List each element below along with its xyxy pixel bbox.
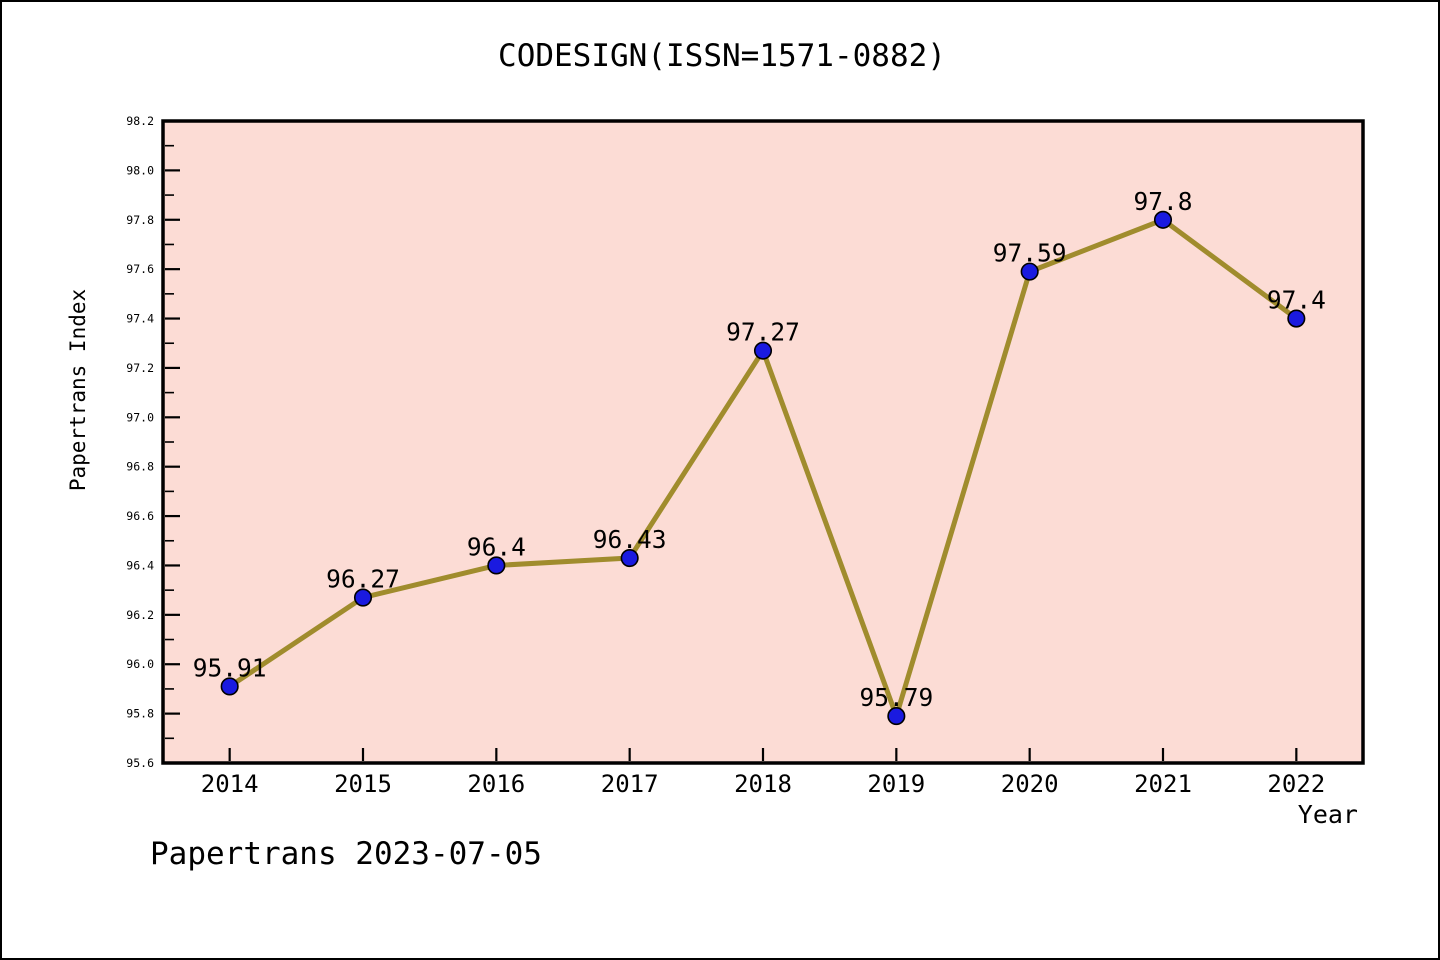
y-tick-label: 95.6 — [126, 756, 154, 770]
data-point — [620, 549, 639, 568]
data-point — [220, 677, 239, 696]
y-tick-label: 96.0 — [126, 657, 154, 671]
x-tick-label: 2019 — [867, 770, 925, 798]
data-point-label: 97.4 — [1267, 286, 1326, 315]
data-point — [753, 341, 773, 360]
data-point-label: 96.4 — [467, 532, 526, 561]
data-point — [887, 707, 906, 726]
y-tick-label: 98.2 — [126, 114, 154, 128]
plot-area — [161, 119, 1365, 765]
x-tick-label: 2022 — [1267, 770, 1325, 798]
x-tick-label: 2016 — [467, 770, 525, 798]
y-tick-label: 97.4 — [126, 312, 154, 326]
y-tick-label: 97.0 — [126, 410, 154, 424]
data-point-label: 97.59 — [993, 239, 1067, 268]
x-tick-label: 2014 — [201, 770, 259, 798]
data-point — [1020, 262, 1039, 281]
data-point-label: 95.91 — [193, 653, 267, 682]
y-tick-label: 98.0 — [126, 163, 154, 177]
data-point-label: 95.79 — [859, 683, 933, 712]
data-point-label: 96.27 — [326, 565, 400, 594]
x-tick-label: 2018 — [734, 770, 792, 798]
y-tick-label: 96.4 — [126, 558, 154, 572]
y-tick-label: 95.8 — [126, 707, 154, 721]
data-point — [1287, 309, 1306, 328]
footer-watermark: Papertrans 2023-07-05 — [150, 836, 542, 872]
data-point — [1153, 210, 1173, 229]
x-tick-label: 2015 — [334, 770, 392, 798]
data-point — [487, 556, 506, 575]
y-tick-label: 96.2 — [126, 608, 154, 622]
data-point — [353, 588, 373, 607]
x-tick-label: 2021 — [1134, 770, 1192, 798]
data-point-label: 96.43 — [593, 525, 667, 554]
chart-title: CODESIGN(ISSN=1571-0882) — [498, 38, 946, 74]
y-tick-label: 97.6 — [126, 262, 154, 276]
x-tick-label: 2017 — [601, 770, 659, 798]
x-tick-label: 2020 — [1001, 770, 1059, 798]
data-point-label: 97.27 — [726, 318, 800, 347]
data-point-label: 97.8 — [1133, 187, 1192, 216]
x-axis-label: Year — [1297, 800, 1358, 829]
y-tick-label: 96.8 — [126, 460, 154, 474]
y-tick-label: 96.6 — [126, 509, 154, 523]
y-tick-label: 97.2 — [126, 361, 154, 375]
y-tick-label: 97.8 — [126, 213, 154, 227]
